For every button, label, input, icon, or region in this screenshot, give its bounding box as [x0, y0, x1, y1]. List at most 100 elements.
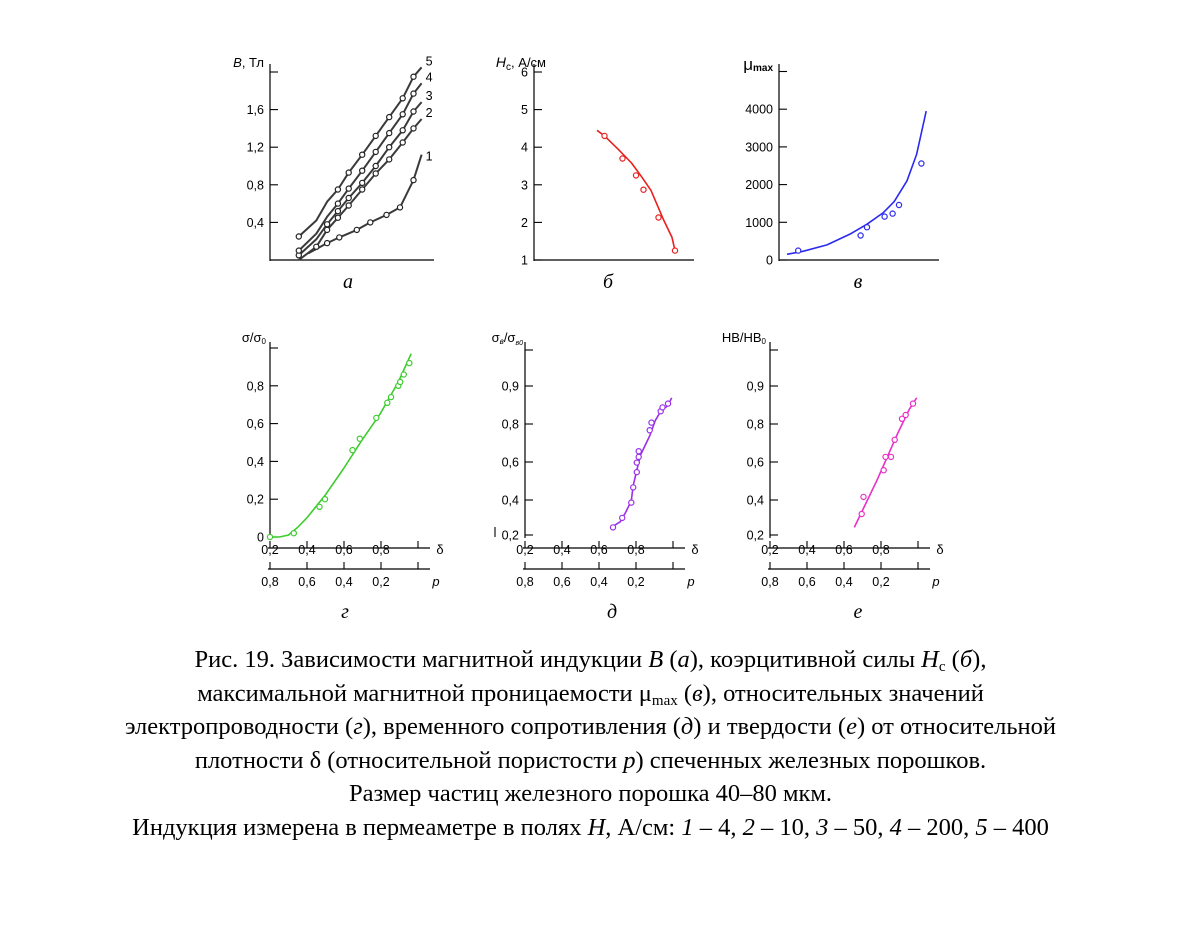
y-axis-title: σв/σв0	[492, 330, 524, 347]
caption-line-3: электропроводности (г), временного сопро…	[124, 713, 1057, 740]
data-point	[397, 378, 404, 386]
y-tick-label: 3000	[745, 140, 773, 154]
data-point	[860, 493, 867, 501]
y-tick-label: 5	[521, 103, 528, 117]
data-point	[630, 484, 637, 491]
y-tick-label: 1,2	[247, 141, 264, 155]
caption-line-5: Размер частиц железного порошка 40–80 мк…	[348, 780, 833, 807]
data-point	[334, 214, 342, 221]
data-point	[863, 223, 871, 231]
data-point	[373, 414, 380, 422]
data-point	[918, 160, 925, 167]
y-tick-label: 4000	[745, 103, 773, 117]
panel-label: е	[854, 601, 863, 623]
data-point	[290, 530, 297, 537]
delta-tick-label: 0,6	[835, 543, 852, 557]
data-point	[323, 221, 331, 228]
data-point	[410, 108, 417, 115]
data-point	[387, 393, 395, 401]
y-tick-label: 0,9	[747, 380, 764, 394]
porosity-tick-label: 0,8	[761, 575, 778, 589]
y-axis-title: B, Тл	[233, 55, 264, 70]
data-point	[601, 132, 608, 140]
series-label: 5	[426, 54, 433, 68]
data-point	[410, 90, 417, 97]
delta-tick-label: 0,8	[872, 543, 889, 557]
data-point	[396, 204, 404, 211]
data-point	[646, 427, 653, 434]
y-tick-label: 1,6	[247, 103, 264, 117]
y-tick-label: 0	[257, 531, 264, 545]
data-point	[313, 243, 320, 250]
data-point	[795, 247, 802, 254]
data-point	[336, 234, 343, 241]
data-point	[881, 213, 888, 220]
data-point	[399, 111, 406, 118]
y-tick-label: 1	[521, 254, 528, 268]
porosity-tick-label: 0,8	[516, 575, 533, 589]
data-point	[635, 448, 642, 455]
data-point	[898, 415, 906, 422]
data-point	[372, 132, 379, 140]
panel-label: в	[854, 271, 863, 293]
data-point	[889, 210, 896, 217]
porosity-axis-symbol: p	[931, 574, 939, 589]
data-point	[671, 247, 679, 254]
y-axis-title: Hc, А/см	[496, 54, 546, 73]
y-tick-label: 0,2	[247, 493, 264, 507]
delta-tick-label: 0,6	[335, 543, 352, 557]
data-point	[410, 125, 417, 132]
data-point	[323, 239, 331, 247]
data-point	[345, 169, 352, 176]
data-point	[356, 435, 363, 442]
figure: 0,4 0,8 1,2 1,6 B, Тл 1 2 3 4 5 а 1 2 3 4 5 6Hc, А/см б 0 1…	[233, 54, 943, 623]
y-tick-label: 0,2	[502, 529, 519, 543]
data-point	[619, 514, 626, 522]
delta-axis-symbol: δ	[936, 542, 943, 557]
y-axis-title: HB/HB0	[722, 330, 767, 346]
y-tick-label: 0,8	[247, 178, 264, 192]
porosity-tick-label: 0,2	[627, 575, 644, 589]
data-point	[400, 371, 407, 378]
panel-label: г	[341, 601, 349, 623]
y-tick-label: 1000	[745, 216, 773, 230]
y-tick-label: 0,6	[747, 456, 764, 470]
data-point	[664, 400, 672, 407]
caption-line-2: максимальной магнитной проницаемости μma…	[197, 679, 984, 709]
data-point	[632, 172, 640, 179]
porosity-tick-label: 0,2	[872, 575, 889, 589]
data-point	[628, 499, 635, 506]
data-point	[655, 214, 662, 221]
data-point	[882, 453, 889, 461]
data-point	[349, 446, 356, 454]
delta-tick-label: 0,4	[553, 543, 570, 557]
data-point	[399, 139, 406, 146]
data-point	[372, 170, 379, 177]
data-point	[359, 186, 366, 193]
data-point	[359, 179, 366, 187]
y-tick-label: 0,8	[747, 418, 764, 432]
delta-tick-label: 0,4	[798, 543, 815, 557]
series-line	[270, 353, 412, 538]
series-line	[298, 82, 423, 252]
chart-panel-e: 0,2 0,4 0,6 0,8 0,9 σв/σв0 0,2 0,4 0,6 0,8 δ 0,8 0,6…	[492, 330, 699, 623]
data-point	[359, 151, 366, 158]
porosity-axis-symbol: p	[431, 574, 439, 589]
data-point	[406, 359, 413, 367]
data-point	[386, 156, 393, 163]
data-point	[902, 411, 909, 419]
data-point	[640, 186, 647, 193]
porosity-tick-label: 0,2	[372, 575, 389, 589]
data-point	[321, 496, 329, 503]
delta-tick-label: 0,2	[516, 543, 533, 557]
delta-tick-label: 0,8	[627, 543, 644, 557]
y-tick-label: 0,2	[747, 529, 764, 543]
chart-panel-c: 0 1000 2000 3000 4000 μmax в	[743, 55, 939, 293]
caption-line-6: Индукция измерена в пермеаметре в полях …	[132, 813, 1049, 841]
data-point	[633, 468, 641, 476]
data-point	[857, 232, 864, 239]
data-point	[858, 510, 865, 518]
y-tick-label: 2	[521, 216, 528, 230]
data-point	[334, 207, 342, 215]
porosity-tick-label: 0,4	[835, 575, 852, 589]
